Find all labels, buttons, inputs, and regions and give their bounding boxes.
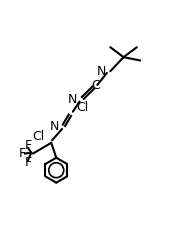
Text: N: N [50, 120, 59, 133]
Text: F: F [19, 147, 26, 160]
Text: N: N [97, 65, 106, 78]
Text: C: C [91, 79, 100, 92]
Text: N: N [67, 93, 77, 106]
Text: Cl: Cl [76, 101, 88, 114]
Text: Cl: Cl [32, 130, 45, 143]
Text: F: F [25, 156, 32, 169]
Text: F: F [25, 139, 32, 152]
